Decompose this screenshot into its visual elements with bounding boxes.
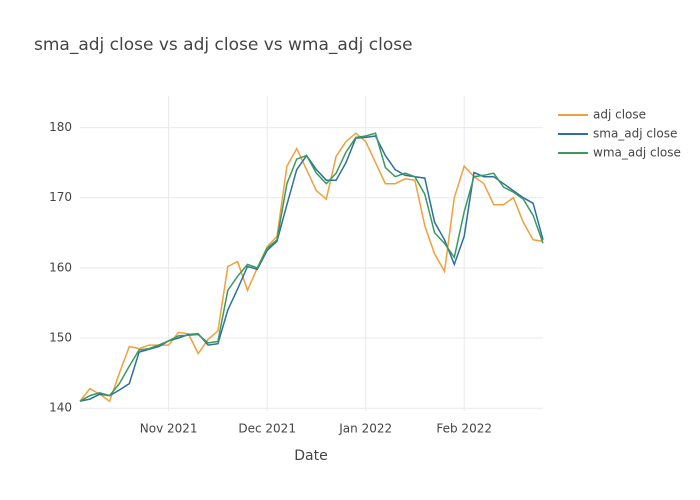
y-tick-label: 150	[49, 331, 72, 345]
legend-label: adj close	[593, 108, 646, 122]
x-tick-label: Feb 2022	[436, 422, 492, 436]
y-tick-label: 160	[49, 260, 72, 274]
plot-area	[80, 96, 543, 411]
x-tick-label: Nov 2021	[140, 422, 198, 436]
y-tick-label: 180	[49, 120, 72, 134]
legend-label: wma_adj close	[593, 146, 681, 160]
series-line	[79, 132, 544, 402]
series-line	[79, 135, 544, 402]
y-tick-label: 170	[49, 190, 72, 204]
x-tick-label: Jan 2022	[338, 422, 392, 436]
legend-label: sma_adj close	[593, 127, 677, 141]
chart-title: sma_adj close vs adj close vs wma_adj cl…	[34, 35, 413, 55]
x-axis-title: Date	[294, 448, 327, 464]
x-tick-label: Dec 2021	[238, 422, 296, 436]
y-tick-label: 140	[49, 401, 72, 415]
